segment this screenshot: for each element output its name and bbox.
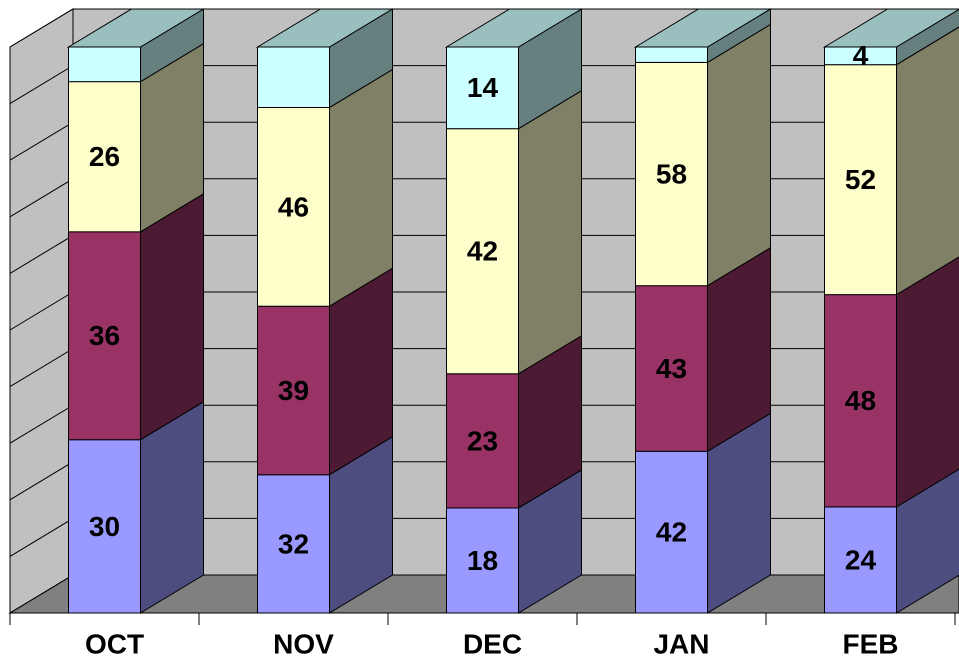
bar bbox=[635, 285, 708, 452]
bar-side bbox=[707, 23, 771, 287]
bar bbox=[68, 46, 141, 83]
data-label: 4 bbox=[853, 40, 869, 71]
bar bbox=[257, 106, 330, 307]
bar-top bbox=[822, 8, 959, 48]
data-label: 43 bbox=[656, 353, 687, 384]
bar bbox=[635, 46, 708, 63]
data-label: 42 bbox=[467, 236, 498, 267]
bar bbox=[635, 450, 708, 614]
bar-top bbox=[444, 8, 584, 48]
data-label: 18 bbox=[467, 545, 498, 576]
bar-top bbox=[255, 8, 395, 48]
bar-top bbox=[633, 8, 773, 48]
bar-side bbox=[518, 89, 582, 375]
bar-side bbox=[896, 26, 959, 296]
bar-side bbox=[329, 68, 393, 308]
x-tick-label: OCT bbox=[85, 628, 144, 659]
x-tick-label: DEC bbox=[463, 628, 522, 659]
bar bbox=[68, 81, 141, 233]
bar bbox=[824, 506, 897, 614]
bar bbox=[257, 474, 330, 614]
grid-line bbox=[9, 8, 959, 48]
bar bbox=[68, 231, 141, 441]
data-label: 23 bbox=[467, 425, 498, 456]
data-label: 46 bbox=[278, 191, 309, 222]
x-tick-label: JAN bbox=[653, 628, 709, 659]
bar bbox=[824, 294, 897, 508]
bar bbox=[824, 64, 897, 296]
data-label: 39 bbox=[278, 375, 309, 406]
bar bbox=[635, 61, 708, 287]
bar-side bbox=[140, 192, 204, 441]
data-label: 24 bbox=[845, 544, 877, 575]
bar bbox=[68, 439, 141, 614]
data-label: 36 bbox=[89, 320, 120, 351]
bar-side bbox=[896, 256, 959, 508]
data-label: 52 bbox=[845, 164, 876, 195]
bar-top bbox=[66, 8, 206, 48]
bar bbox=[257, 305, 330, 476]
bar bbox=[257, 46, 330, 108]
data-label: 26 bbox=[89, 141, 120, 172]
data-label: 48 bbox=[845, 385, 876, 416]
data-label: 14 bbox=[467, 72, 499, 103]
bar bbox=[446, 507, 519, 614]
data-label: 58 bbox=[656, 158, 687, 189]
x-tick-label: NOV bbox=[273, 628, 334, 659]
bar bbox=[446, 128, 519, 375]
data-label: 42 bbox=[656, 517, 687, 548]
x-tick-label: FEB bbox=[843, 628, 899, 659]
data-label: 30 bbox=[89, 511, 120, 542]
data-label: 32 bbox=[278, 528, 309, 559]
